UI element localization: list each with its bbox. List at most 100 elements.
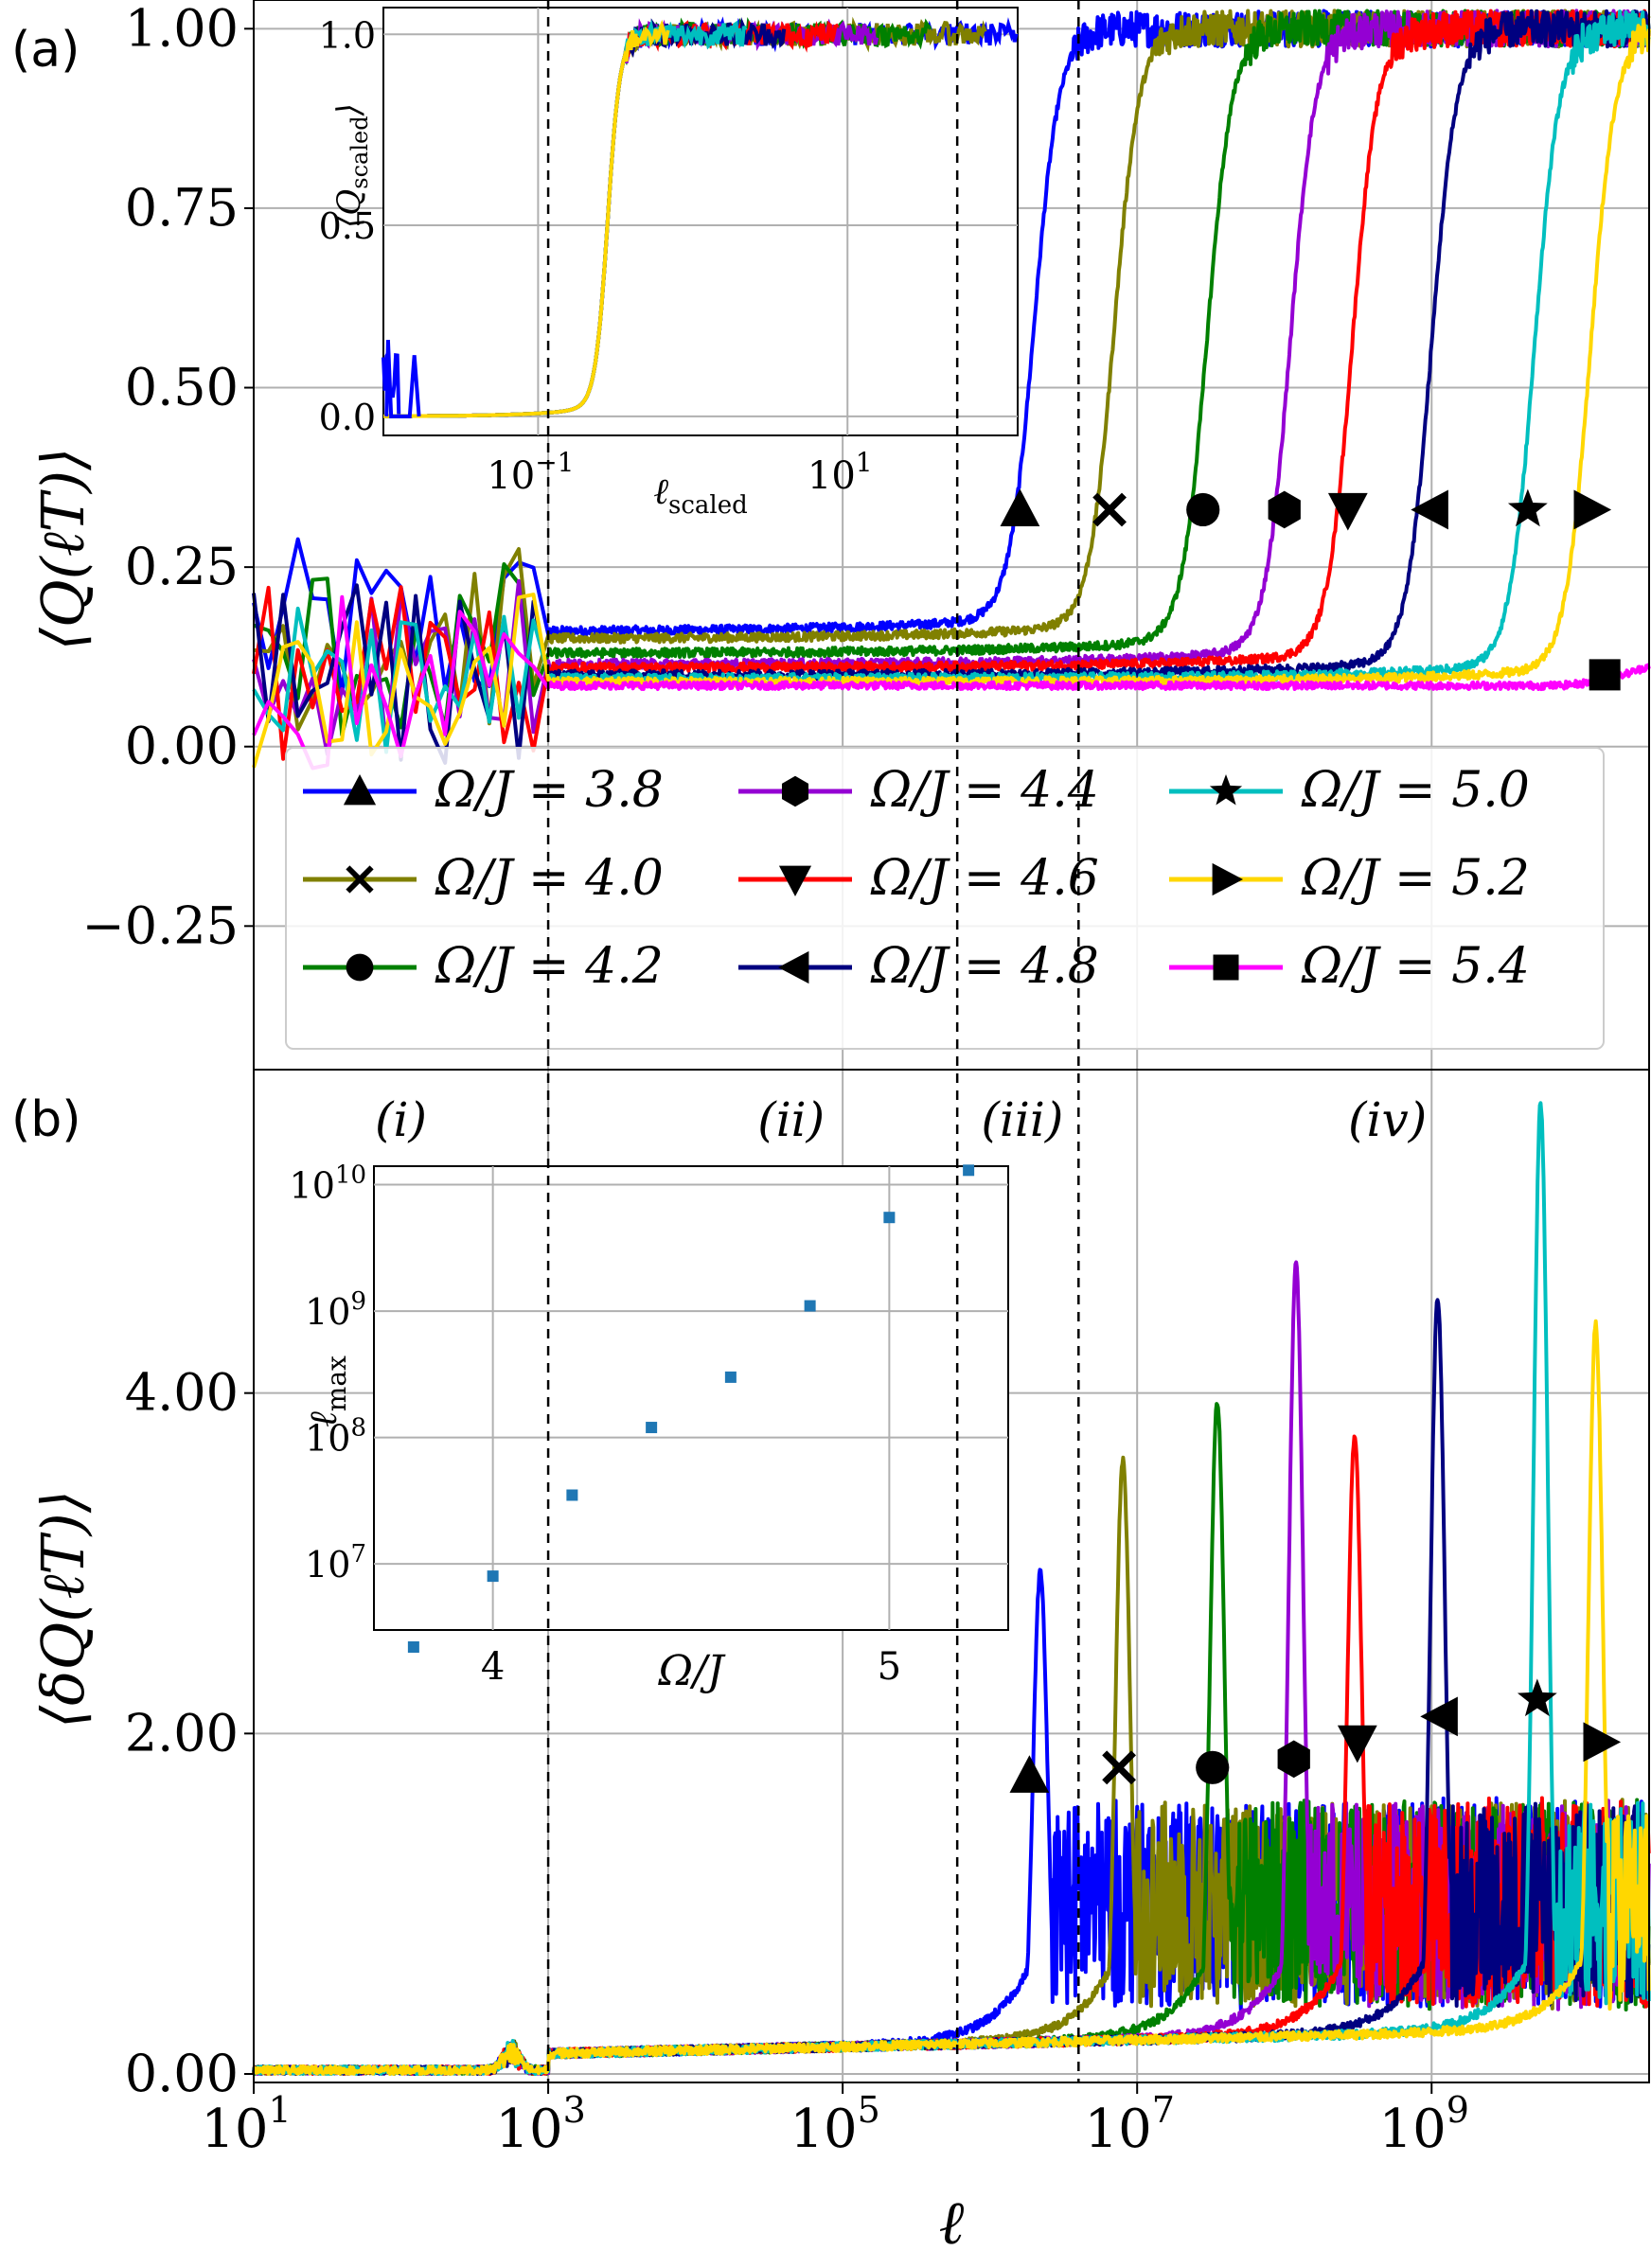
y-tick-label: 2.00 (125, 1703, 239, 1763)
inset-a-x-ticks: 10−1 101 (487, 447, 872, 498)
inset-b-y-tick-label: 107 (305, 1540, 366, 1586)
inset-a-spike (384, 340, 421, 418)
inset-a-y-tick-label: 1.0 (319, 14, 376, 56)
inset-b-y-tick-label: 108 (305, 1414, 366, 1460)
series-marker-x (346, 865, 374, 894)
panel-b-frame (253, 1069, 1650, 2083)
inset-b-point (566, 1489, 578, 1501)
panel-b-y-ticks: 4.00 2.00 0.00 (125, 1363, 254, 2103)
y-tick-label: 1.00 (125, 0, 239, 58)
inset-a-xlabel: ℓscaled (653, 470, 748, 520)
inset-b-point (487, 1570, 499, 1583)
inset-b-x-tick-label: 5 (878, 1645, 901, 1689)
inset-b-point (646, 1422, 658, 1434)
series-marker-hexagon (1268, 490, 1301, 529)
series-marker-x (1102, 1750, 1136, 1785)
region-label: (i) (375, 1092, 427, 1147)
legend: Ω/J = 3.8Ω/J = 4.0Ω/J = 4.2Ω/J = 4.4Ω/J … (285, 747, 1605, 1050)
x-tick-label: 107 (1084, 2089, 1174, 2160)
inset-a-x-tick-label: 10−1 (487, 447, 574, 498)
legend-item: Ω/J = 5.2 (1169, 850, 1530, 907)
legend-label: Ω/J = 5.2 (1301, 850, 1530, 907)
series-marker-star (1517, 1678, 1557, 1717)
inset-a-y-ticks: 1.0 0.5 0.0 (319, 14, 376, 438)
y-tick-label: 0.00 (125, 2044, 239, 2103)
x-tick-label: 105 (790, 2089, 879, 2160)
series-marker-star (1209, 774, 1243, 806)
series-marker-square (1213, 954, 1239, 981)
panel-b-series (252, 1101, 1651, 2076)
legend-item: Ω/J = 4.2 (303, 938, 664, 995)
series-line (252, 594, 1651, 771)
panel-a: 1.00 0.75 0.50 0.25 0.00 −0.25 (a) ⟨Q(ℓT)⟩ Ω/… (11, 0, 1651, 1071)
x-tick-label: 103 (495, 2089, 585, 2160)
panel-b-ylabel: ⟨δQ(ℓT)⟩ (28, 1490, 98, 1728)
panel-a-series (252, 9, 1651, 771)
inset-b-points (407, 1164, 975, 1653)
y-tick-label: −0.25 (82, 895, 239, 955)
series-marker-triangle-down (778, 865, 812, 896)
legend-label: Ω/J = 5.0 (1301, 762, 1530, 819)
legend-item: Ω/J = 4.6 (738, 850, 1099, 907)
inset-b-point (883, 1212, 896, 1224)
panel-b-markers (1009, 1678, 1622, 1793)
series-marker-triangle-down (1337, 1725, 1377, 1763)
y-tick-label: 0.50 (125, 358, 239, 417)
inset-a-y-tick-label: 0.0 (319, 397, 376, 438)
series-marker-x (1092, 492, 1127, 527)
inset-b-point (724, 1371, 737, 1383)
region-separators (546, 0, 1080, 2082)
legend-label: Ω/J = 4.4 (870, 762, 1099, 819)
inset-a-series (382, 16, 1019, 418)
x-axis-ticks: 101 103 105 107 109 (201, 2082, 1469, 2160)
series-marker-hexagon (1277, 1740, 1310, 1779)
panel-b: 4.00 2.00 0.00 101 103 105 107 109 (b) ⟨δQ(ℓT)… (11, 1069, 1651, 2259)
legend-item: Ω/J = 4.8 (738, 938, 1099, 995)
y-tick-label: 0.00 (125, 717, 239, 776)
series-marker-hexagon (781, 775, 809, 807)
series-marker-triangle-left (1411, 489, 1448, 530)
legend-item: Ω/J = 4.4 (738, 762, 1099, 819)
inset-b-grid (374, 1166, 1008, 1630)
inset-b-frame (373, 1165, 1009, 1631)
series-line (252, 1319, 1651, 2076)
inset-a-frame (382, 7, 1019, 436)
series-line (252, 9, 1651, 761)
inset-a-y-tick-label: 0.5 (319, 205, 376, 247)
x-axis-label: ℓ (939, 2188, 965, 2259)
region-labels: (i) (ii) (iii) (iv) (375, 1092, 1427, 1147)
legend-box (285, 747, 1605, 1050)
y-tick-label: 0.25 (125, 537, 239, 596)
series-marker-triangle-up (343, 774, 377, 806)
series-marker-circle (1196, 1750, 1230, 1784)
series-marker-star (1507, 488, 1548, 527)
series-marker-triangle-up (1000, 488, 1040, 527)
inset-b-y-ticks: 107 108 109 1010 (290, 1161, 366, 1586)
inset-b-point (963, 1164, 975, 1177)
series-marker-circle (346, 953, 374, 982)
legend-item: Ω/J = 5.4 (1169, 938, 1530, 995)
inset-a-x-tick-label: 101 (808, 447, 873, 498)
x-tick-label: 101 (201, 2089, 291, 2160)
inset-a: 1.0 0.5 0.0 10−1 101 ⟨Qscaled⟩ ℓscaled (319, 7, 1019, 520)
inset-a-ylabel: ⟨Qscaled⟩ (330, 103, 373, 228)
inset-b-y-tick-label: 109 (305, 1287, 366, 1333)
inset-b-point (804, 1300, 816, 1312)
legend-label: Ω/J = 4.8 (870, 938, 1099, 995)
legend-item: Ω/J = 5.0 (1169, 762, 1530, 819)
series-marker-triangle-left (778, 950, 809, 984)
inset-b-ylabel: ℓmax (302, 1355, 352, 1427)
series-marker-triangle-right (1573, 489, 1612, 530)
y-tick-label: 4.00 (125, 1363, 239, 1423)
series-marker-triangle-right (1583, 1722, 1622, 1763)
series-marker-square (1589, 659, 1621, 691)
region-label: (iv) (1348, 1092, 1427, 1147)
inset-b-xlabel: Ω/J (658, 1647, 726, 1695)
x-tick-label: 109 (1379, 2089, 1469, 2160)
region-label: (ii) (757, 1092, 825, 1147)
panel-a-markers (1000, 488, 1621, 691)
inset-b-y-tick-label: 1010 (290, 1161, 366, 1207)
panel-a-ylabel: ⟨Q(ℓT)⟩ (28, 448, 98, 651)
